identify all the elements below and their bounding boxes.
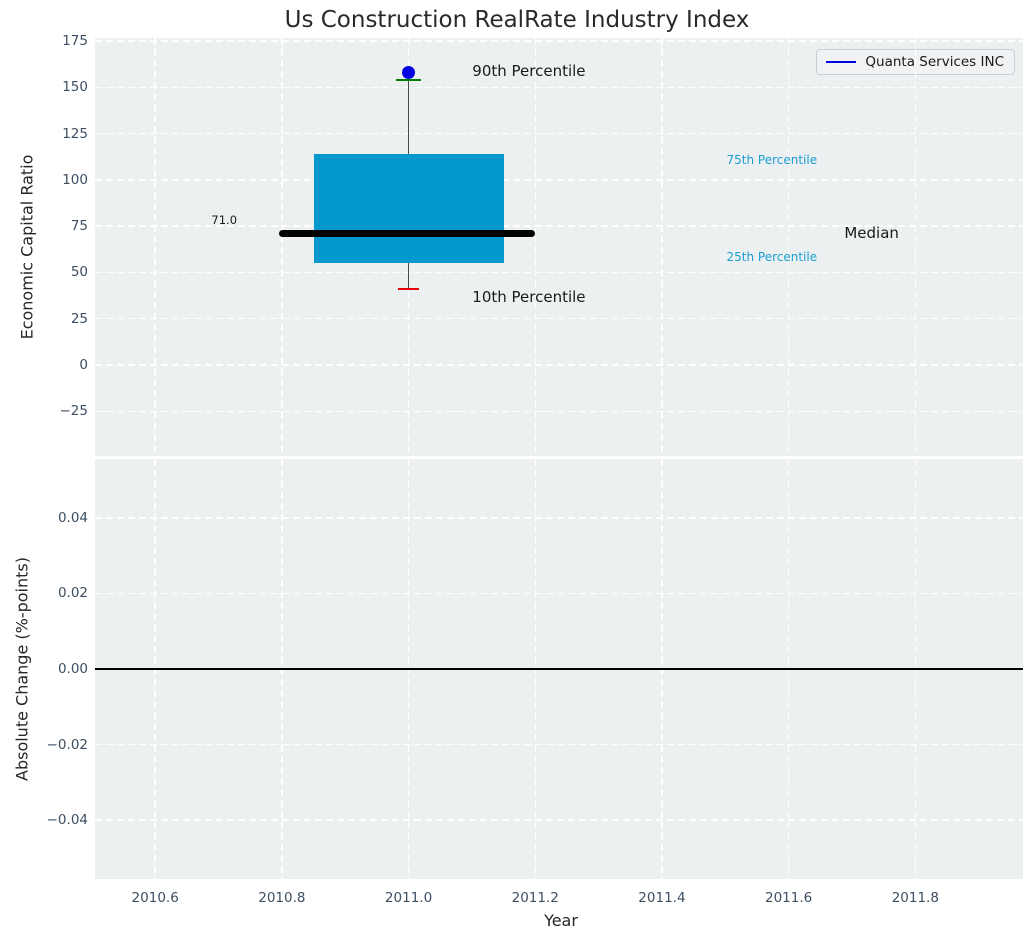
gridline-h (95, 179, 1023, 181)
legend-label: Quanta Services INC (865, 54, 1004, 70)
legend-line-icon (826, 61, 857, 63)
p75-label: 75th Percentile (726, 152, 818, 167)
y-tick-label: 25 (70, 310, 88, 327)
y-tick-label: −25 (59, 403, 89, 420)
x-axis-label: Year (544, 911, 578, 930)
gridline-v (914, 38, 916, 456)
y-tick-label: −0.02 (46, 736, 88, 753)
chart-title: Us Construction RealRate Industry Index (284, 7, 750, 33)
gridline-h (95, 410, 1023, 412)
y-tick-label: 0.02 (57, 585, 88, 602)
company-point-marker (402, 66, 416, 80)
x-tick-label: 2010.6 (131, 890, 179, 906)
top-plot-area: Quanta Services INC 90th Percentile 10th … (95, 38, 1023, 456)
gridline-h (95, 271, 1023, 274)
gridline-h (95, 225, 1023, 227)
y-tick-label: 75 (70, 218, 88, 235)
x-tick-label: 2010.8 (258, 890, 306, 906)
whisker-cap-90 (395, 78, 422, 82)
y-tick-label: 125 (62, 125, 88, 142)
gridline-v (154, 38, 156, 456)
y-tick-label: 0.04 (57, 509, 88, 526)
gridline-v (661, 38, 663, 456)
gridline-h (95, 743, 1023, 746)
x-tick-label: 2011.6 (764, 890, 813, 906)
median-value-label: 71.0 (211, 213, 238, 228)
gridline-h (95, 517, 1023, 519)
gridline-h (95, 592, 1023, 595)
box-iqr (313, 154, 504, 264)
gridline-v (281, 38, 283, 456)
y-tick-label: −0.04 (46, 812, 88, 829)
x-tick-label: 2011.8 (891, 890, 939, 906)
gridline-h (95, 132, 1023, 135)
x-tick-label: 2011.4 (638, 890, 686, 906)
gridline-v (787, 38, 790, 456)
gridline-h (95, 318, 1023, 320)
y-tick-label: 0.00 (57, 661, 88, 677)
gridline-h (95, 819, 1023, 821)
p90-annotation: 90th Percentile (472, 62, 586, 81)
y-tick-label: 0 (79, 356, 88, 373)
zero-line (95, 668, 1023, 670)
x-tick-label: 2011.0 (384, 890, 433, 906)
x-tick-label: 2011.2 (511, 890, 559, 906)
y-tick-label: 50 (70, 264, 88, 281)
y-tick-label: 150 (62, 79, 88, 96)
p10-annotation: 10th Percentile (472, 288, 586, 307)
y-tick-label: 100 (62, 171, 88, 188)
gridline-h (95, 86, 1023, 89)
median-label: Median (844, 224, 899, 243)
bottom-plot-area (95, 459, 1023, 879)
gridline-v (534, 38, 536, 456)
p25-label: 25th Percentile (726, 250, 818, 265)
whisker-cap-10 (398, 287, 419, 291)
gridline-h (95, 40, 1023, 42)
gridline-h (95, 364, 1023, 366)
median-line (278, 230, 536, 238)
y-tick-label: 175 (62, 33, 88, 50)
